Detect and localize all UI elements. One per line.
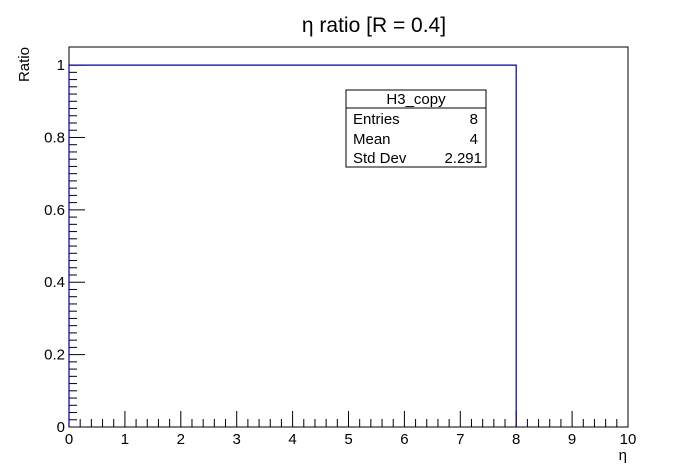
histogram-series — [68, 64, 517, 427]
x-tick-label: 0 — [65, 431, 73, 448]
x-tick-label: 3 — [233, 431, 241, 448]
stats-box: H3_copy Entries 8 Mean 4 Std Dev 2.291 — [345, 89, 487, 168]
x-tick-label: 1 — [121, 431, 129, 448]
y-tick-label: 1 — [57, 57, 65, 74]
y-axis-tick-labels: 0 0.2 0.4 0.6 0.8 1 — [44, 57, 65, 436]
x-tick-label: 4 — [288, 431, 296, 448]
x-tick-label: 5 — [344, 431, 352, 448]
stats-entries-value: 8 — [470, 111, 478, 128]
stats-mean-value: 4 — [470, 131, 478, 148]
x-tick-label: 9 — [568, 431, 576, 448]
stats-box-title: H3_copy — [386, 91, 446, 108]
x-tick-label: 8 — [512, 431, 520, 448]
x-tick-label: 2 — [177, 431, 185, 448]
histogram-bar-outline — [68, 64, 517, 427]
x-axis-ticks — [68, 411, 629, 427]
stats-mean-label: Mean — [353, 131, 391, 148]
stats-box-frame — [345, 89, 487, 168]
stats-entries-label: Entries — [353, 111, 400, 128]
chart-title: η ratio [R = 0.4] — [302, 14, 446, 37]
x-tick-label: 10 — [620, 431, 637, 448]
y-axis-ticks — [69, 64, 85, 428]
y-tick-label: 0.8 — [44, 129, 65, 146]
stats-stddev-label: Std Dev — [353, 150, 407, 167]
y-tick-label: 0 — [57, 419, 65, 436]
y-axis-label: Ratio — [16, 47, 33, 82]
stats-stddev-value: 2.291 — [444, 150, 482, 167]
x-axis-label: η — [619, 447, 627, 464]
y-tick-label: 0.2 — [44, 347, 65, 364]
x-tick-label: 6 — [400, 431, 408, 448]
y-tick-label: 0.4 — [44, 274, 65, 291]
y-tick-label: 0.6 — [44, 202, 65, 219]
x-tick-label: 7 — [456, 431, 464, 448]
x-axis-tick-labels: 0 1 2 3 4 5 6 7 8 9 10 — [65, 431, 637, 448]
